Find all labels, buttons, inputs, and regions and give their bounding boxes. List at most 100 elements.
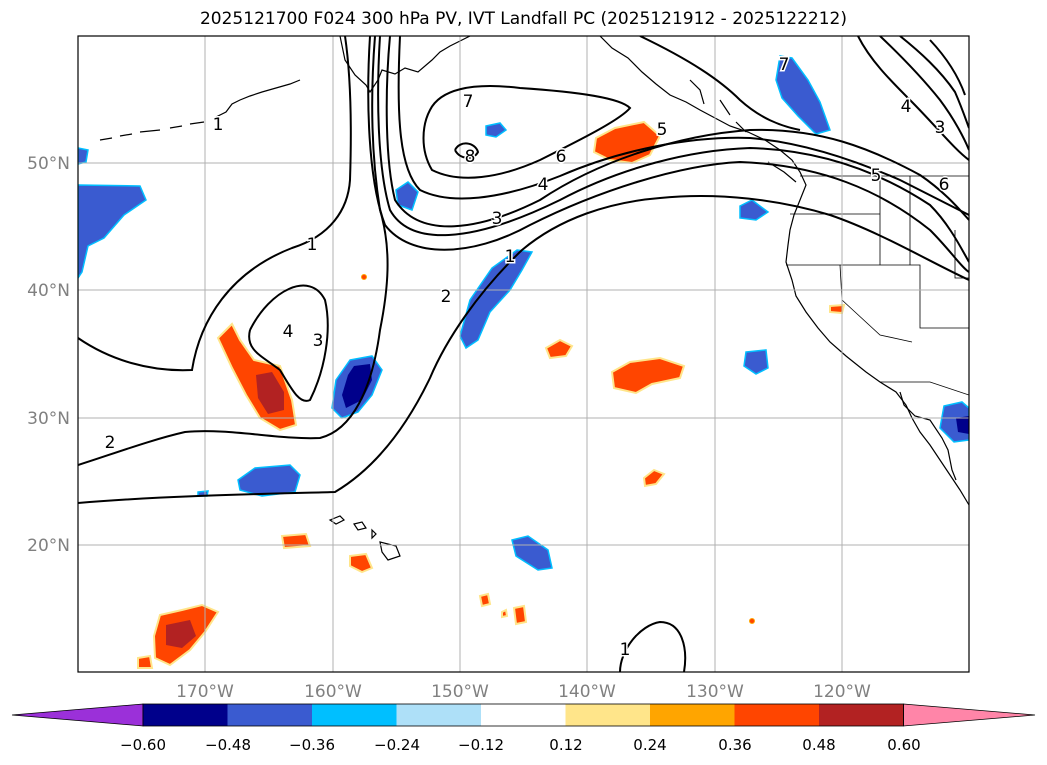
colorbar-tick-label: −0.36: [289, 736, 335, 754]
contour-line: [454, 142, 480, 159]
negative-anomaly-area: [511, 535, 553, 571]
lat-label: 50°N: [27, 154, 70, 174]
colorbar-tick-label: −0.12: [458, 736, 504, 754]
positive-anomaly-area: [592, 120, 662, 165]
graticule: [78, 36, 969, 672]
negative-anomaly-area: [459, 249, 534, 350]
contour-label: 7: [463, 92, 474, 112]
pv-contours: [78, 36, 969, 672]
baja-coastline: [899, 391, 957, 481]
contour-line: [422, 85, 632, 179]
strong-positive-anomaly-area: [256, 372, 284, 414]
colorbar-extend-low: [11, 703, 144, 727]
contour-label: 2: [105, 433, 116, 453]
colorbar-tick-label: −0.48: [205, 736, 251, 754]
contour-label: 1: [505, 247, 516, 267]
longitude-labels: 170°W 160°W 150°W 140°W 130°W 120°W: [176, 682, 871, 702]
strong-positive-anomaly-area: [166, 620, 196, 648]
contour-label: 3: [935, 118, 946, 138]
contour-line: [929, 39, 966, 96]
colorbar-extend-high: [903, 703, 1036, 727]
colorbar-segment: [650, 704, 735, 726]
colorbar-tick-label: −0.24: [374, 736, 420, 754]
negative-anomaly-area: [237, 464, 301, 497]
colorbar-tick-label: 0.48: [802, 736, 835, 754]
contour-label: 1: [307, 235, 318, 255]
positive-anomaly-area: [544, 338, 574, 360]
colorbar-tick-label: −0.60: [120, 736, 166, 754]
positive-anomaly-area: [512, 604, 528, 626]
contour-line: [619, 620, 687, 672]
contour-line: [367, 36, 969, 273]
strong-negative-anomaly-area: [956, 416, 969, 434]
lat-label: 20°N: [27, 536, 70, 556]
colorbar-segment: [396, 704, 482, 726]
latitude-labels: 20°N 30°N 40°N 50°N: [27, 154, 70, 556]
negative-anomaly-area: [485, 122, 508, 138]
positive-anomaly-area: [501, 608, 509, 619]
lat-label: 30°N: [27, 409, 70, 429]
colorbar-tick-label: 0.60: [887, 736, 920, 754]
contour-label: 4: [538, 175, 549, 195]
negative-anomaly-area: [775, 55, 831, 135]
colorbar-outline: [142, 703, 904, 727]
contour-label: 3: [313, 331, 324, 351]
contour-line: [377, 36, 969, 263]
map-title: 2025121700 F024 300 hPa PV, IVT Landfall…: [199, 9, 847, 29]
anomaly-fields: [78, 55, 969, 669]
contour-label: 6: [939, 175, 950, 195]
alaska-coastline: [339, 36, 471, 94]
hawaii-islands: [328, 515, 401, 561]
contour-line: [397, 36, 969, 216]
contour-line: [248, 284, 329, 402]
contour-label: 1: [620, 640, 631, 660]
colorbar-segment: [819, 704, 904, 726]
contour-line: [78, 195, 969, 504]
contour-line: [78, 36, 352, 372]
lon-label: 140°W: [558, 682, 616, 702]
lon-label: 120°W: [813, 682, 871, 702]
colorbar-segment: [481, 704, 566, 726]
contour-label: 2: [441, 287, 452, 307]
colorbar-tick-label: 0.12: [549, 736, 582, 754]
alaska-panhandle-coastline: [599, 36, 969, 506]
contour-label: 7: [779, 55, 790, 75]
contour-label: 4: [283, 322, 294, 342]
contour-label: 1: [213, 115, 224, 135]
lon-label: 150°W: [431, 682, 489, 702]
contour-labels: 1 1 1 1 2 2 3 3 3 4 4 4 5 5 6 6 7 7 8: [103, 54, 951, 662]
contour-label: 5: [657, 120, 668, 140]
strong-negative-anomaly-area: [342, 364, 372, 408]
contour-label: 4: [901, 97, 912, 117]
negative-anomaly-area: [78, 147, 89, 165]
contour-line: [899, 36, 969, 129]
colorbar-segment: [312, 704, 397, 726]
positive-anomaly-area: [478, 592, 492, 608]
lon-label: 170°W: [176, 682, 234, 702]
positive-anomaly-area: [361, 274, 367, 280]
lat-label: 40°N: [27, 281, 70, 301]
contour-label: 6: [556, 147, 567, 167]
map-frame: [77, 35, 970, 673]
coastlines: [99, 36, 969, 561]
political-borders: [786, 175, 969, 396]
positive-anomaly-area: [280, 532, 312, 550]
negative-anomaly-area: [739, 199, 770, 221]
colorbar-segment: [565, 704, 651, 726]
positive-anomaly-area: [137, 654, 154, 669]
negative-anomaly-area: [743, 349, 769, 375]
colorbar-tick-label: 0.24: [633, 736, 666, 754]
colorbar-tick-label: 0.36: [718, 736, 751, 754]
colorbar: [11, 703, 1036, 727]
contour-line: [78, 36, 389, 466]
contour-line: [879, 36, 969, 151]
bc-islands: [689, 79, 797, 183]
colorbar-segment: [227, 704, 313, 726]
positive-anomaly-area: [610, 356, 686, 395]
contour-line: [639, 36, 801, 131]
lon-label: 160°W: [304, 682, 362, 702]
positive-anomaly-area: [642, 468, 666, 488]
contour-label: 5: [871, 166, 882, 186]
contour-line: [857, 36, 969, 161]
